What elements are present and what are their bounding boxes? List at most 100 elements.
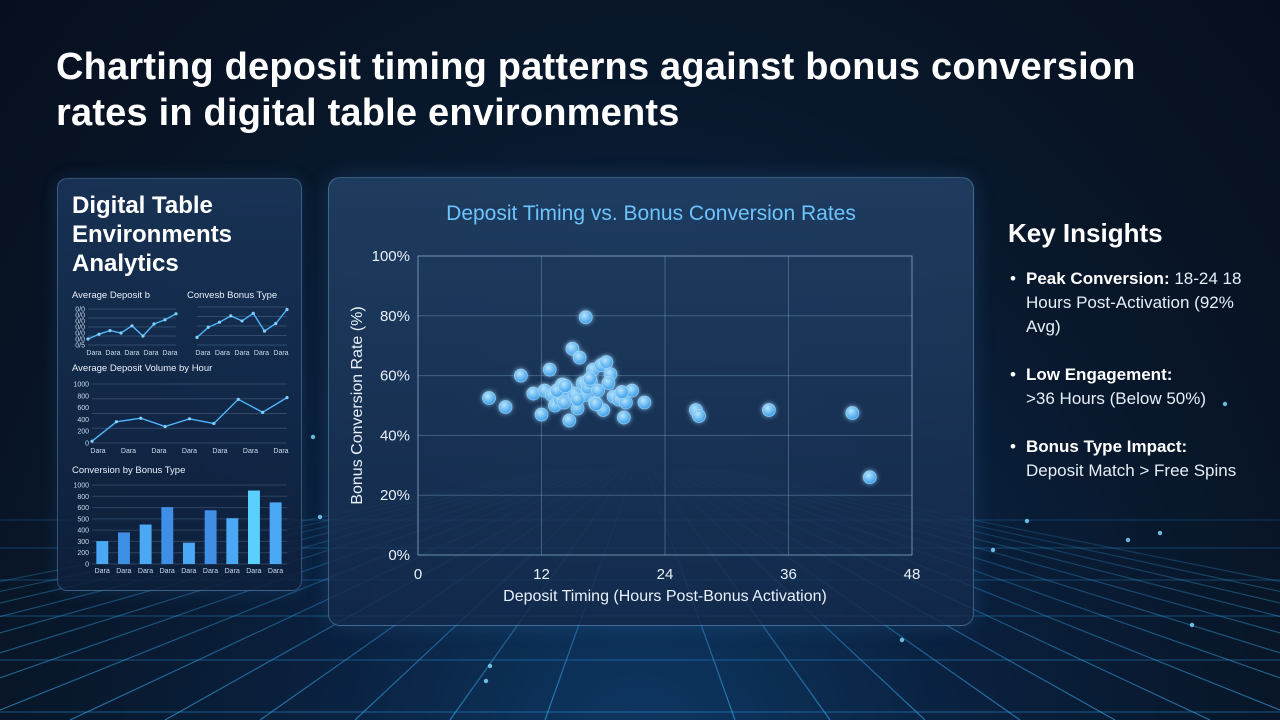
data-point <box>482 391 496 405</box>
mini-chart-title: Conversion by Bonus Type <box>72 465 185 476</box>
mini-x-tick: Dara <box>273 448 288 455</box>
y-tick-label: 40% <box>380 427 410 444</box>
mini-x-tick: Dara <box>151 448 166 455</box>
mini-y-tick: 0/0 <box>75 307 85 314</box>
mini-y-tick: 0/0 <box>75 337 85 344</box>
data-point <box>614 385 629 399</box>
data-point <box>570 392 585 407</box>
mini-y-tick: 0/0 <box>75 313 85 320</box>
mini-data-point <box>86 337 90 341</box>
mini-data-point <box>97 332 101 336</box>
mini-x-tick: Dara <box>182 448 197 455</box>
insight-text: Deposit Match > Free Spins <box>1026 461 1237 480</box>
mini-data-point <box>163 318 167 322</box>
mini-data-point <box>174 312 178 316</box>
mini-data-point <box>217 320 222 324</box>
data-point <box>557 395 572 410</box>
data-point <box>589 397 603 411</box>
mini-y-tick: 400 <box>77 417 89 424</box>
insight-item-bonus-type: • Bonus Type Impact: Deposit Match > Fre… <box>1008 435 1258 483</box>
x-tick-label: 12 <box>533 566 550 583</box>
mini-x-tick: Dara <box>195 350 210 357</box>
mini-bar <box>269 502 282 564</box>
data-point <box>637 395 652 410</box>
mini-x-tick: Dara <box>90 448 105 455</box>
insight-title: Low Engagement: <box>1026 365 1173 384</box>
data-point <box>542 362 557 377</box>
mini-x-tick: Dara <box>273 350 288 357</box>
mini-y-tick: 0 <box>85 441 89 448</box>
mini-data-point <box>285 395 289 400</box>
glow-particle <box>310 434 316 440</box>
mini-data-point <box>139 416 143 420</box>
main-chart-panel: Deposit Timing vs. Bonus Conversion Rate… <box>328 177 974 626</box>
bullet-icon: • <box>1010 365 1016 384</box>
mini-charts: Average Deposit b0/50/00/00/00/00/00/0Da… <box>72 290 289 575</box>
mini-y-tick: 800 <box>77 494 89 501</box>
mini-data-point <box>274 321 278 326</box>
mini-series-line <box>196 309 288 338</box>
mini-data-point <box>229 314 233 318</box>
mini-data-point <box>206 325 210 329</box>
mini-data-point <box>240 319 244 323</box>
mini-x-tick: Dara <box>86 350 101 357</box>
glow-particle <box>990 547 996 553</box>
page-title: Charting deposit timing patterns against… <box>56 46 1136 134</box>
mini-y-tick: 200 <box>77 550 89 557</box>
glow-particle <box>483 678 489 684</box>
y-axis-label: Bonus Conversion Rate (%) <box>349 306 366 504</box>
x-axis-label: Deposit Timing (Hours Post-Bonus Activat… <box>503 588 827 605</box>
mini-y-tick: 400 <box>77 528 89 535</box>
mini-data-point <box>187 417 192 421</box>
mini-y-tick: 800 <box>77 393 89 400</box>
glow-particle <box>1125 537 1131 543</box>
data-point <box>582 371 597 386</box>
mini-data-point <box>130 324 134 328</box>
y-tick-label: 20% <box>380 487 410 504</box>
data-point <box>526 386 541 401</box>
mini-y-tick: 0 <box>85 562 89 569</box>
mini-y-tick: 0/0 <box>75 331 85 338</box>
data-point <box>601 376 616 390</box>
mini-y-tick: 0/0 <box>75 319 85 326</box>
data-point <box>845 406 860 420</box>
mini-x-tick: Dara <box>116 568 131 575</box>
mini-x-tick: Dara <box>212 448 227 455</box>
insight-title: Peak Conversion: <box>1026 269 1170 288</box>
mini-chart-title: Average Deposit b <box>72 290 150 301</box>
x-tick-label: 36 <box>780 566 797 583</box>
mini-y-tick: 0/0 <box>75 325 85 332</box>
mini-bar <box>204 510 217 564</box>
glow-particle <box>1222 401 1228 407</box>
insight-item-peak: • Peak Conversion: 18-24 18 Hours Post-A… <box>1008 267 1258 339</box>
y-tick-label: 100% <box>372 248 410 265</box>
data-point <box>762 403 776 417</box>
mini-x-tick: Dara <box>95 568 110 575</box>
mini-y-tick: 0/5 <box>75 343 85 350</box>
glow-particle <box>1189 622 1195 628</box>
glow-particle <box>1024 518 1030 524</box>
mini-x-tick: Dara <box>181 568 196 575</box>
data-point <box>578 310 593 325</box>
mini-chart-title: Convesb Bonus Type <box>187 290 277 301</box>
mini-x-tick: Dara <box>225 568 240 575</box>
mini-data-point <box>285 307 289 312</box>
glow-particle <box>1157 530 1163 536</box>
mini-data-point <box>90 439 94 443</box>
x-tick-label: 0 <box>414 566 422 583</box>
mini-bar <box>118 532 130 564</box>
mini-bar <box>226 518 239 564</box>
key-insights: Key Insights • Peak Conversion: 18-24 18… <box>1008 218 1258 507</box>
mini-y-tick: 1000 <box>73 382 89 389</box>
mini-data-point <box>163 424 167 429</box>
mini-y-tick: 600 <box>77 505 89 512</box>
mini-x-tick: Dara <box>105 350 120 357</box>
x-tick-label: 24 <box>657 566 674 583</box>
x-tick-label: 48 <box>904 566 921 583</box>
chart-title: Deposit Timing vs. Bonus Conversion Rate… <box>446 202 856 225</box>
mini-x-tick: Dara <box>203 568 218 575</box>
mini-y-tick: 200 <box>77 429 89 436</box>
data-point <box>562 413 577 428</box>
mini-x-tick: Dara <box>243 448 258 455</box>
glow-particle <box>317 514 323 520</box>
